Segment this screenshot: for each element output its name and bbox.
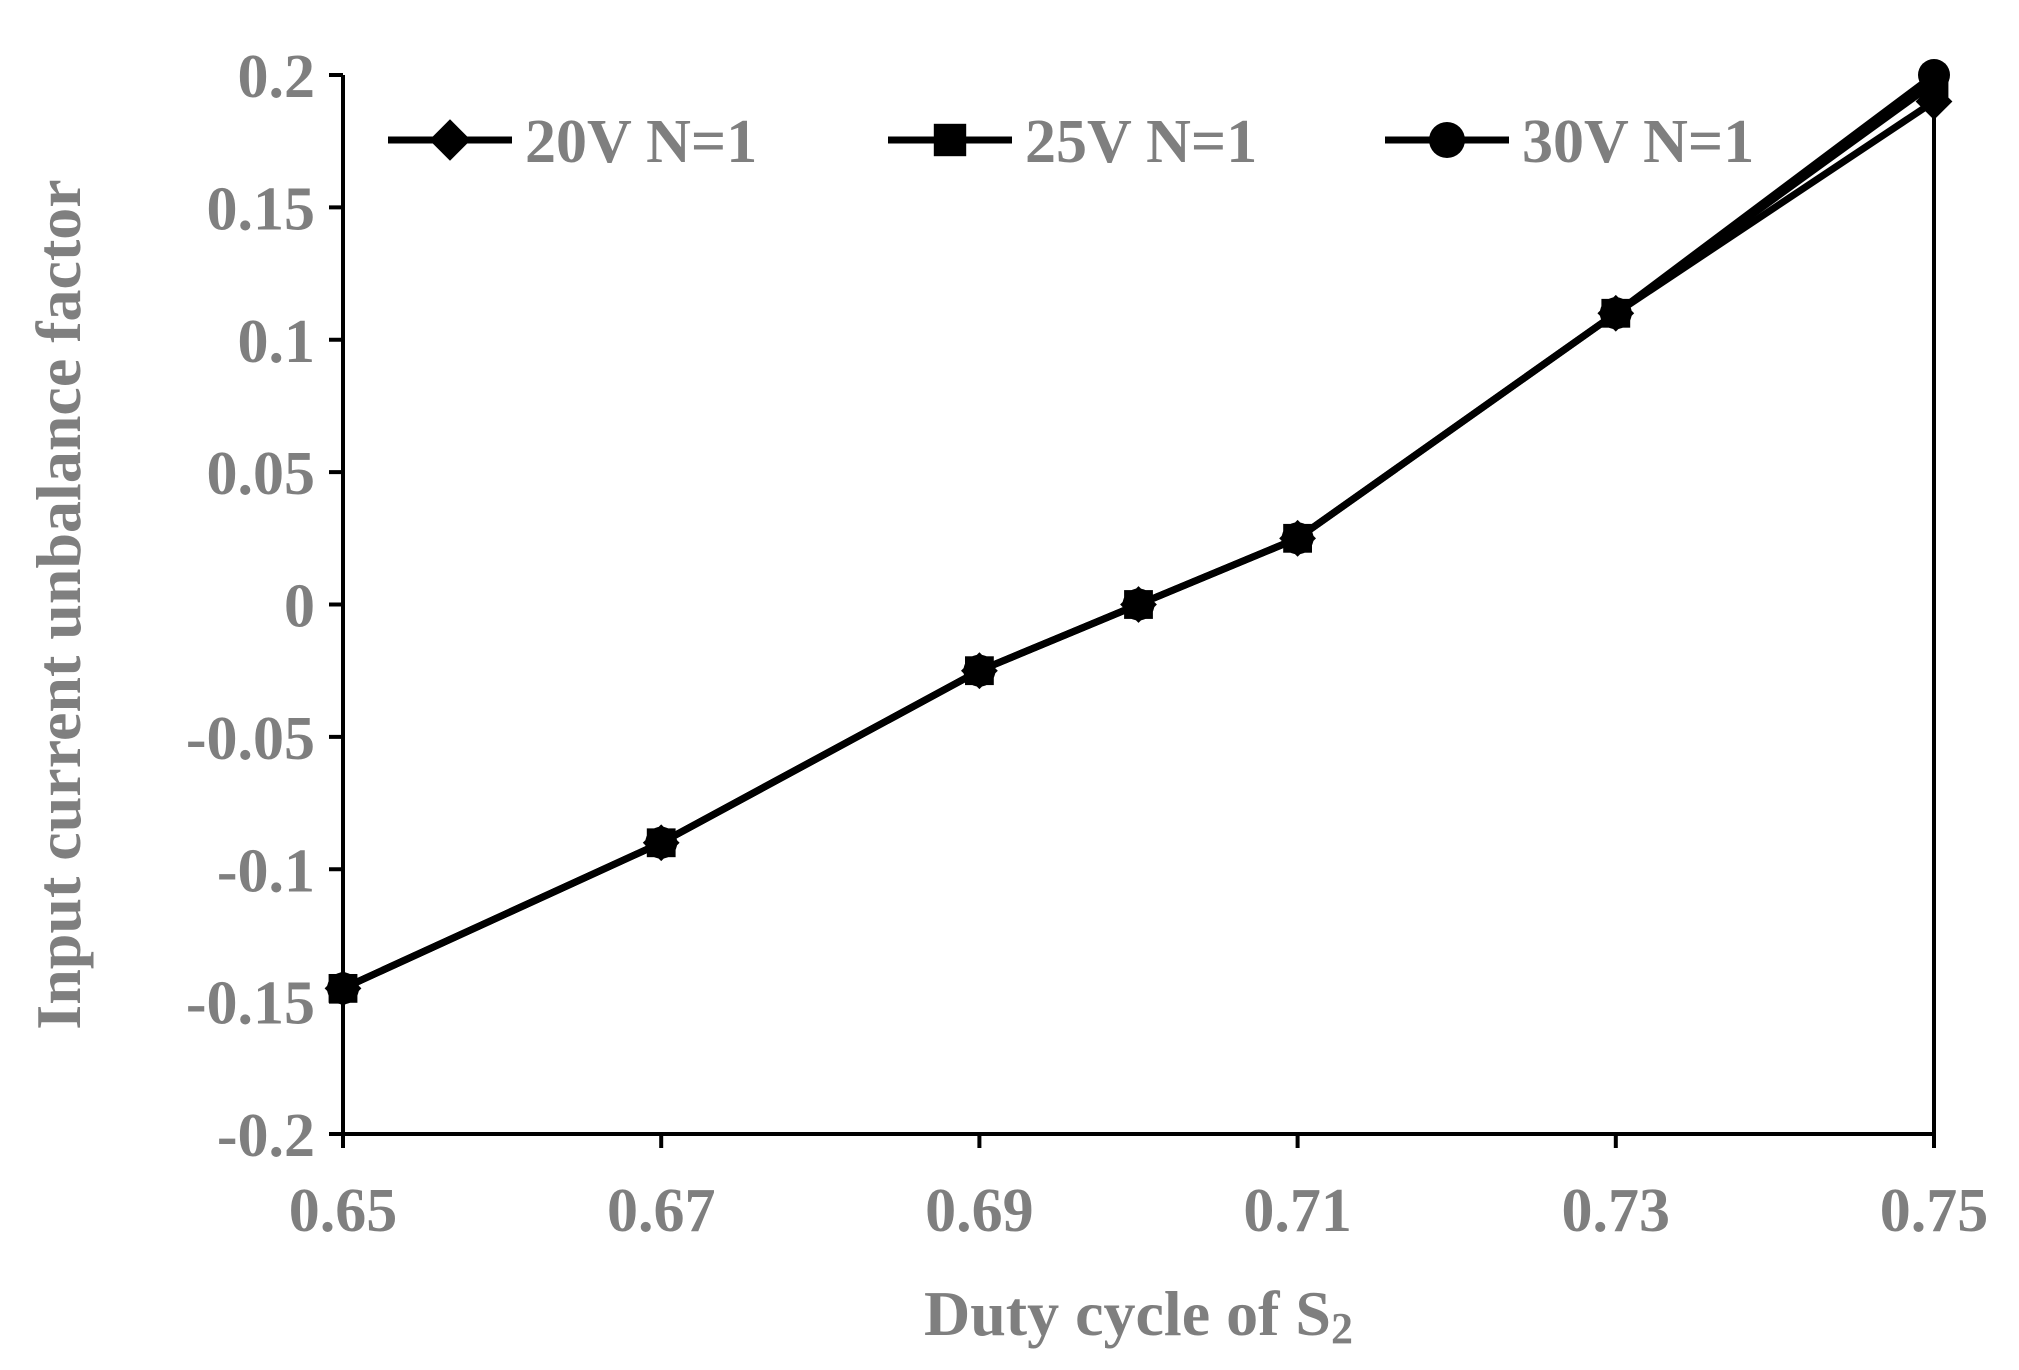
series-diamond <box>324 83 1953 1007</box>
legend-item: 25V N=1 <box>888 108 1257 176</box>
legend-marker-square <box>933 123 967 157</box>
y-tick-label: -0.2 <box>217 1102 315 1170</box>
data-point <box>1918 59 1950 91</box>
series <box>324 59 1953 1007</box>
x-tick-label: 0.75 <box>1880 1177 1989 1245</box>
legend-marker-circle <box>1429 122 1465 158</box>
x-tick-label: 0.71 <box>1243 1177 1352 1245</box>
data-point <box>963 654 996 687</box>
legend-item: 30V N=1 <box>1385 108 1754 176</box>
y-tick-label: 0 <box>284 573 315 641</box>
legend-label: 20V N=1 <box>525 108 757 176</box>
legend-label: 30V N=1 <box>1522 108 1754 176</box>
x-tick-label: 0.69 <box>925 1177 1034 1245</box>
data-point <box>1599 297 1632 330</box>
x-tick-label: 0.73 <box>1562 1177 1671 1245</box>
series-line <box>341 98 1936 992</box>
legend-item: 20V N=1 <box>388 108 757 176</box>
data-point <box>1122 588 1155 621</box>
data-point <box>1281 522 1314 555</box>
y-axis-title: Input current unbalance factor <box>23 179 94 1029</box>
series-circle <box>327 59 1950 1005</box>
x-tick-label: 0.65 <box>289 1177 398 1245</box>
data-point <box>327 972 359 1005</box>
y-tick-label: -0.15 <box>186 970 315 1038</box>
ticks: 0.2 0.15 0.1 0.05 0 -0.05 -0.1 -0.15 -0.2 0.65 0.6… <box>186 43 1988 1245</box>
y-tick-label: -0.05 <box>186 705 315 773</box>
series-line <box>341 80 1937 992</box>
y-tick-label: 0.15 <box>207 175 316 243</box>
x-tick-label: 0.67 <box>607 1177 716 1245</box>
y-tick-label: 0.05 <box>207 440 316 508</box>
series-square <box>328 68 1949 1003</box>
x-axis-title-subscript: 2 <box>1331 1304 1353 1353</box>
y-tick-label: -0.1 <box>217 837 315 905</box>
x-axis-title-main: Duty cycle of S <box>924 1278 1331 1349</box>
y-tick-label: 0.2 <box>238 43 316 111</box>
x-axis-title: Duty cycle of S2 <box>924 1278 1353 1353</box>
series-line <box>341 72 1937 992</box>
legend-label: 25V N=1 <box>1025 108 1257 176</box>
data-point <box>645 826 678 859</box>
y-tick-label: 0.1 <box>238 308 316 376</box>
legend: 20V N=1 25V N=1 30V N=1 <box>388 108 1754 176</box>
legend-marker-diamond <box>429 119 471 161</box>
